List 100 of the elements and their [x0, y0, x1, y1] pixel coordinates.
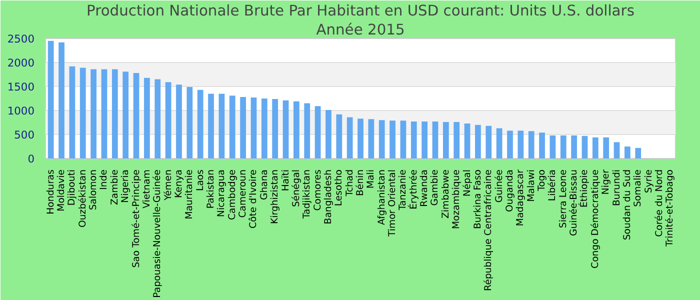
bar: [518, 130, 524, 158]
bar: [272, 98, 278, 158]
y-tick-label: 500: [14, 128, 35, 142]
bar: [69, 66, 76, 158]
x-tick-label: Somalie: [632, 169, 644, 207]
bar: [528, 131, 534, 158]
x-tick-label: Guinée: [494, 169, 505, 203]
x-tick-label: Soudan du Sud: [622, 169, 633, 240]
x-tick-label: Timor Oriental: [387, 170, 398, 238]
bar: [336, 114, 342, 158]
y-tick-label: 2500: [7, 32, 35, 46]
x-tick-label: République Centrafricaine: [483, 169, 494, 291]
bar: [550, 135, 556, 158]
x-tick-label: Érythrée: [407, 169, 420, 210]
x-tick-label: Kenya: [173, 169, 184, 198]
x-tick-label: Burkina Faso: [472, 169, 484, 230]
x-tick-label: Trinité-et-Tobago: [664, 169, 676, 248]
y-tick-label: 0: [28, 152, 35, 166]
x-tick-label: Sao Tomé-et-Principe: [130, 169, 142, 268]
bar: [614, 142, 620, 158]
bar: [240, 97, 246, 158]
x-tick-label: Haïti: [280, 169, 292, 192]
bar: [48, 40, 54, 158]
x-tick-label: Sénégal: [290, 169, 302, 208]
bar: [165, 82, 172, 158]
bar: [154, 79, 161, 158]
bar: [560, 135, 566, 158]
bar: [539, 132, 545, 158]
bar: [144, 78, 150, 158]
x-tick-label: Salomon: [88, 169, 100, 210]
x-tick-label: Vietnam: [141, 169, 152, 208]
x-tick-label: Cameroun: [238, 169, 249, 218]
x-tick-label: Tadjikistan: [302, 169, 313, 220]
bar: [186, 86, 193, 158]
bar: [496, 128, 502, 158]
bar: [346, 117, 353, 158]
x-tick-label: Papouasie-Nouvelle-Guinée: [152, 169, 164, 298]
chart-subtitle: Année 2015: [316, 22, 405, 38]
bar: [582, 136, 588, 158]
x-tick-label: Côte d'Ivoire: [248, 169, 260, 229]
bar: [314, 106, 321, 158]
x-tick-label: Laos: [194, 169, 206, 191]
bar: [250, 98, 257, 158]
bar: [442, 122, 449, 158]
bar: [197, 90, 204, 158]
bar: [368, 119, 374, 158]
bar: [400, 120, 406, 158]
bar: [624, 146, 630, 158]
bar: [261, 98, 268, 158]
x-tick-label: Madagascar: [515, 169, 526, 226]
bar: [218, 94, 225, 158]
x-tick-label: Gambie: [430, 169, 441, 206]
x-tick-label: Congo Démocratique: [590, 169, 601, 268]
bar: [58, 42, 64, 158]
x-tick-label: Corée du Nord: [654, 169, 665, 237]
bar: [229, 96, 236, 158]
x-tick-label: Inde: [98, 169, 110, 190]
bar: [208, 94, 214, 158]
x-tick-label: Pakistan: [206, 169, 217, 209]
x-tick-label: Éthiopie: [578, 169, 590, 208]
bar: [326, 110, 332, 158]
bar: [507, 130, 513, 158]
x-tick-label: Tchad: [344, 169, 356, 198]
bar: [432, 122, 438, 158]
x-tick-label: Togo: [536, 169, 548, 192]
chart-title: Production Nationale Brute Par Habitant en USD courant: Units U.S. dollars: [86, 2, 634, 20]
bar: [454, 122, 460, 158]
x-tick-label: Niger: [600, 169, 612, 195]
bar: [486, 126, 492, 158]
bar: [571, 135, 577, 158]
x-tick-label: Népal: [462, 169, 473, 196]
x-tick-label: Zimbabwe: [440, 169, 452, 218]
x-tick-label: Honduras: [45, 169, 56, 214]
bar: [176, 84, 182, 158]
x-tick-label: Nicaragua: [216, 170, 228, 218]
x-tick-label: Afghanistan: [376, 169, 388, 226]
bar: [422, 122, 428, 158]
bar: [464, 123, 470, 158]
bar: [90, 69, 96, 158]
bar: [101, 69, 108, 158]
bar: [603, 137, 610, 158]
x-tick-label: Kirghizistan: [270, 169, 281, 224]
x-tick-label: Rwanda: [419, 169, 430, 207]
x-tick-label: Sierra Leone: [558, 169, 569, 228]
bar: [475, 124, 481, 158]
x-tick-label: Yémen: [162, 169, 174, 202]
x-tick-label: Ouganda: [504, 169, 516, 212]
x-tick-label: Moldavie: [56, 169, 68, 212]
y-tick-label: 1500: [7, 80, 35, 94]
x-tick-label: Djibouti: [66, 170, 78, 206]
x-tick-label: Mauritanie: [184, 169, 196, 220]
bar: [133, 73, 140, 158]
bar: [80, 68, 86, 158]
bar: [390, 120, 396, 158]
x-tick-label: Mali: [366, 169, 377, 188]
x-tick-label: Libéria: [547, 170, 558, 202]
bar: [378, 120, 385, 158]
x-tick-label: Ouzbékistan: [77, 169, 88, 228]
bar: [293, 101, 300, 158]
bar: [282, 100, 289, 158]
